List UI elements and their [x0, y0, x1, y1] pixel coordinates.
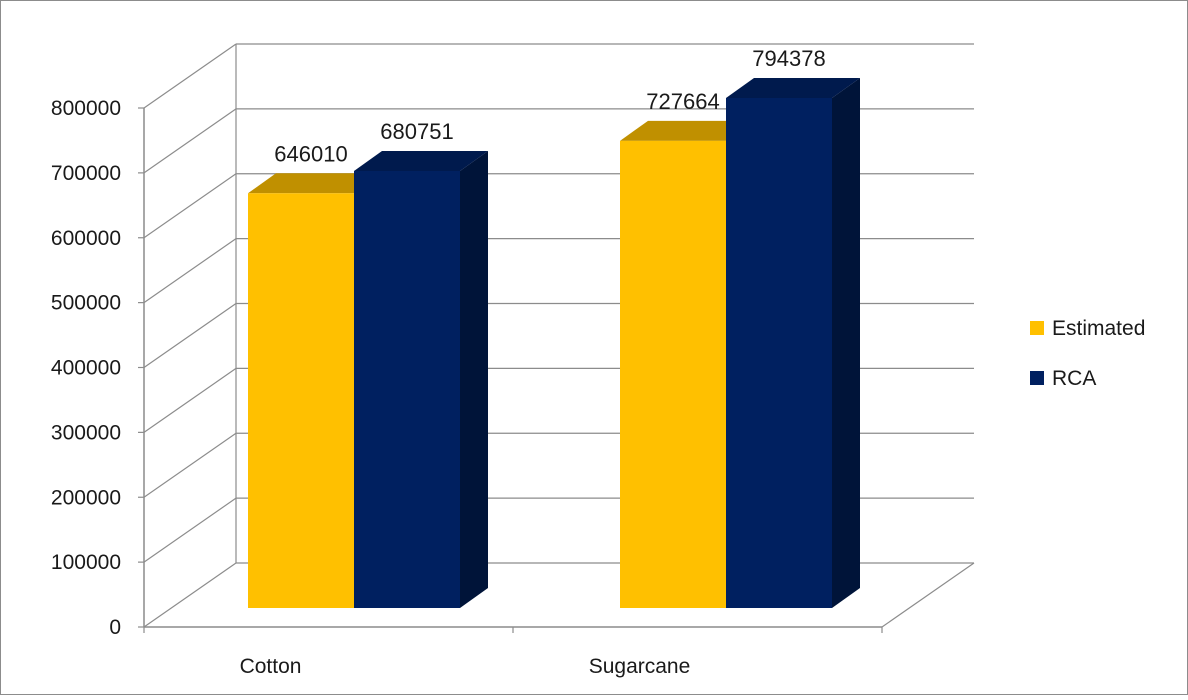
bar-top-estimated-cotton	[248, 173, 382, 194]
gridline-side	[143, 173, 237, 239]
bars	[248, 78, 860, 608]
bar-rca-cotton	[354, 170, 460, 608]
bar-side-rca-sugarcane	[832, 78, 860, 608]
bar-top-estimated-sugarcane	[620, 120, 754, 141]
y-axis-tick-labels: 0 100000 200000 300000 400000 500000 600000 700…	[51, 97, 121, 639]
y-tick-label: 200000	[51, 486, 121, 509]
bar-side-rca-cotton	[460, 150, 488, 608]
y-tick-label: 400000	[51, 357, 121, 380]
y-tick-label: 300000	[51, 421, 121, 444]
legend-swatch-estimated	[1030, 321, 1044, 335]
gridline-side	[143, 43, 237, 109]
bar-estimated-sugarcane	[620, 140, 726, 608]
floor-right-edge	[881, 562, 975, 628]
y-tick-label: 100000	[51, 551, 121, 574]
x-tick-label-cotton: Cotton	[240, 655, 302, 678]
y-tick-label: 700000	[51, 162, 121, 185]
y-tick-label: 0	[109, 616, 121, 639]
y-tick-label: 500000	[51, 292, 121, 315]
gridline-side	[143, 497, 237, 563]
bar-top-rca-sugarcane	[726, 78, 860, 98]
x-tick-label-sugarcane: Sugarcane	[589, 655, 691, 678]
y-tick-label: 800000	[51, 97, 121, 120]
legend: Estimated RCA	[1030, 317, 1145, 390]
bar-rca-sugarcane	[726, 98, 832, 608]
gridline-side	[143, 238, 237, 304]
legend-label-estimated: Estimated	[1052, 317, 1145, 340]
data-label-rca-sugarcane: 794378	[752, 46, 825, 71]
data-labels: 646010 680751 727664 794378	[274, 46, 825, 166]
bar-estimated-cotton	[248, 193, 354, 608]
data-label-estimated-cotton: 646010	[274, 141, 347, 166]
x-axis-tick-labels: Cotton Sugarcane	[240, 655, 691, 678]
data-label-estimated-sugarcane: 727664	[646, 89, 719, 114]
legend-swatch-rca	[1030, 371, 1044, 385]
data-label-rca-cotton: 680751	[380, 119, 453, 144]
gridline-side	[143, 367, 237, 433]
gridline-side	[143, 108, 237, 174]
legend-label-rca: RCA	[1052, 367, 1096, 390]
gridline-side	[143, 432, 237, 498]
y-tick-label: 600000	[51, 227, 121, 250]
bar-top-rca-cotton	[354, 150, 488, 171]
gridline-side	[143, 562, 237, 628]
gridline-side	[143, 303, 237, 368]
